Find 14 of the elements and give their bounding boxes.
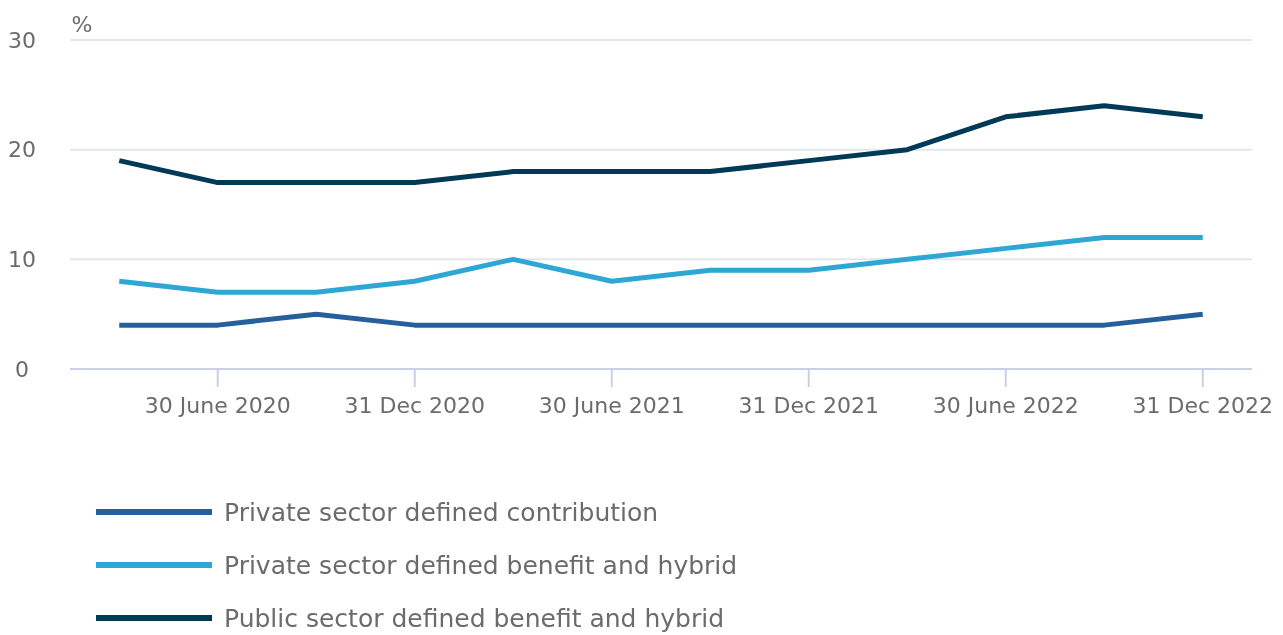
legend-label: Private sector defined benefit and hybrid xyxy=(224,550,738,580)
y-axis-title: % xyxy=(71,12,93,37)
y-tick-label: 30 xyxy=(8,27,36,53)
x-tick-label: 31 Dec 2021 xyxy=(738,393,880,418)
y-tick-label: 10 xyxy=(8,247,36,273)
legend-label: Public sector defined benefit and hybrid xyxy=(224,603,724,633)
x-tick-label: 30 June 2021 xyxy=(538,393,685,418)
x-tick-label: 31 Dec 2020 xyxy=(344,393,486,418)
y-tick-label: 0 xyxy=(15,356,29,382)
x-tick-label: 30 June 2022 xyxy=(932,393,1079,418)
x-tick-label: 31 Dec 2022 xyxy=(1132,393,1274,418)
x-tick-label: 30 June 2020 xyxy=(144,393,291,418)
y-tick-label: 20 xyxy=(8,137,36,163)
legend-label: Private sector defined contribution xyxy=(224,497,659,527)
